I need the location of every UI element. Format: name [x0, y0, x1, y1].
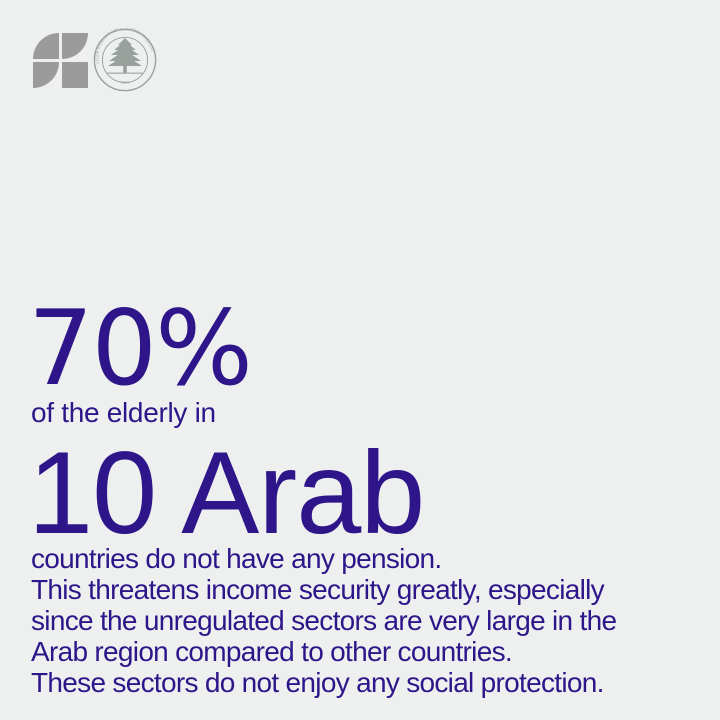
- k2p-logo-petal-bottom-left: [33, 62, 59, 88]
- paragraph-line: since the unregulated sectors are very l…: [31, 605, 617, 636]
- university-seal-logo: VITAM HABEANT ABUNDANTIUS HABEANT 1866: [93, 28, 157, 92]
- paragraph-line: These sectors do not enjoy any social pr…: [31, 667, 604, 698]
- cedar-seal-icon: VITAM HABEANT ABUNDANTIUS HABEANT 1866: [93, 28, 157, 92]
- body-paragraph: countries do not have any pension. This …: [31, 543, 617, 698]
- seal-year-text: 1866: [121, 80, 131, 85]
- stat-caption: of the elderly in: [31, 397, 216, 428]
- stat-value: 70%: [28, 289, 253, 409]
- k2p-logo-petal-top-right: [62, 33, 88, 59]
- paragraph-line: This threatens income security greatly, …: [31, 574, 605, 605]
- k2p-logo-square-bottom-right: [62, 62, 88, 88]
- k2p-logo-petal-top-left: [33, 33, 59, 59]
- highlight-text: 10 Arab: [28, 427, 425, 558]
- cedar-tree-icon: [107, 38, 143, 74]
- k2p-logo: [33, 33, 88, 88]
- paragraph-line: Arab region compared to other countries.: [31, 636, 513, 667]
- paragraph-line: countries do not have any pension.: [31, 543, 442, 574]
